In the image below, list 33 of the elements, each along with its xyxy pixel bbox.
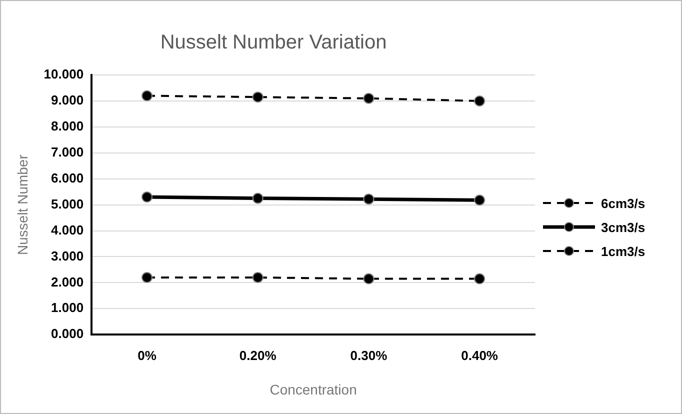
point bbox=[141, 90, 152, 102]
x-tick-label: 0% bbox=[138, 348, 157, 363]
point bbox=[252, 192, 264, 204]
legend-label: 6cm3/s bbox=[601, 196, 646, 210]
y-tick-label: 9.000 bbox=[51, 92, 84, 108]
point bbox=[141, 192, 152, 203]
y-tick-label: 6.000 bbox=[51, 170, 84, 186]
x-tick-label: 0.40% bbox=[461, 348, 498, 363]
y-axis-title: Nusselt Number bbox=[14, 154, 30, 255]
point bbox=[474, 95, 486, 106]
y-tick-label: 10.000 bbox=[44, 66, 84, 82]
y-tick-label: 8.000 bbox=[51, 118, 84, 134]
point bbox=[474, 273, 486, 284]
point bbox=[252, 272, 264, 283]
x-axis-title: Concentration bbox=[270, 381, 357, 398]
point bbox=[474, 194, 486, 206]
point bbox=[141, 272, 152, 283]
point bbox=[363, 92, 374, 104]
point bbox=[363, 273, 374, 284]
y-tick-label: 5.000 bbox=[51, 196, 84, 212]
y-tick-label: 2.000 bbox=[51, 274, 84, 290]
y-tick-label: 0.000 bbox=[51, 326, 84, 342]
legend-label: 3cm3/s bbox=[601, 220, 646, 234]
point bbox=[363, 194, 374, 205]
x-tick-label: 0.30% bbox=[350, 348, 388, 363]
point bbox=[252, 92, 264, 103]
y-tick-label: 1.000 bbox=[51, 300, 84, 316]
y-tick-label: 4.000 bbox=[51, 222, 84, 238]
y-tick-label: 3.000 bbox=[51, 248, 84, 264]
legend-label: 1cm3/s bbox=[601, 244, 646, 258]
x-tick-label: 0.20% bbox=[239, 348, 277, 363]
y-tick-label: 7.000 bbox=[51, 144, 84, 160]
chart-title: Nusselt Number Variation bbox=[160, 32, 387, 54]
